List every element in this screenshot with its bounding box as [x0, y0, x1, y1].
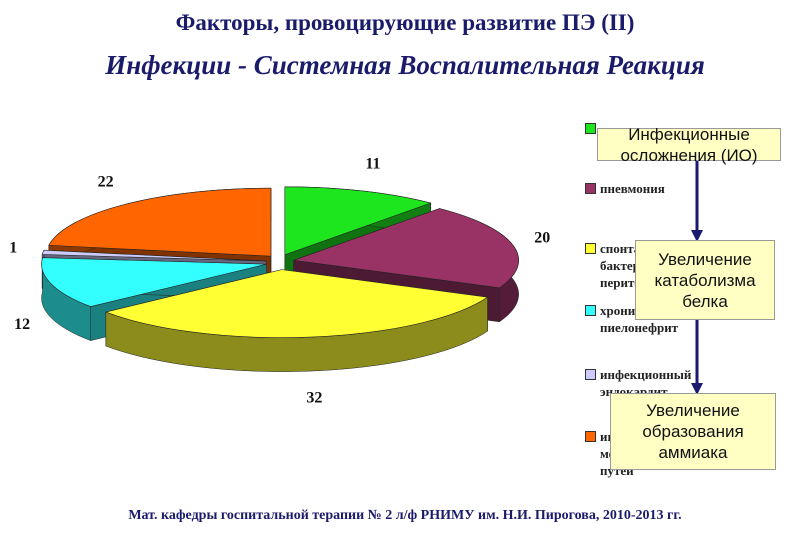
legend-label: пневмония: [600, 181, 665, 196]
slice: [293, 208, 519, 289]
subtitle: Инфекции - Системная Воспалительная Реак…: [105, 50, 705, 80]
data-label: 12: [14, 316, 30, 333]
flow-box: Инфекционные осложнения (ИО): [597, 125, 781, 165]
slice: [41, 249, 267, 262]
arrow-head: [691, 230, 703, 242]
legend-swatch: [585, 183, 596, 194]
data-label: 1: [9, 239, 17, 256]
legend-swatch: [585, 243, 596, 254]
legend-swatch: [585, 431, 596, 442]
arrow-head: [691, 383, 703, 395]
title: Факторы, провоцирующие развитие ПЭ (II): [175, 10, 635, 35]
legend-swatch: [585, 123, 596, 134]
data-label: 32: [306, 390, 322, 407]
data-label: 20: [534, 230, 550, 247]
footer: Мат. кафедры госпитальной терапии № 2 л/…: [128, 508, 682, 523]
legend-swatch: [585, 369, 596, 380]
slice: [104, 269, 489, 338]
flow-box: Увеличение образования аммиака: [610, 393, 776, 470]
data-label: 11: [365, 155, 380, 172]
legend-swatch: [585, 305, 596, 316]
slice: [284, 186, 432, 256]
slice: [48, 187, 272, 257]
slice: [41, 257, 267, 307]
flow-box: Увеличение катаболизма белка: [635, 240, 775, 320]
data-label: 22: [98, 174, 114, 191]
